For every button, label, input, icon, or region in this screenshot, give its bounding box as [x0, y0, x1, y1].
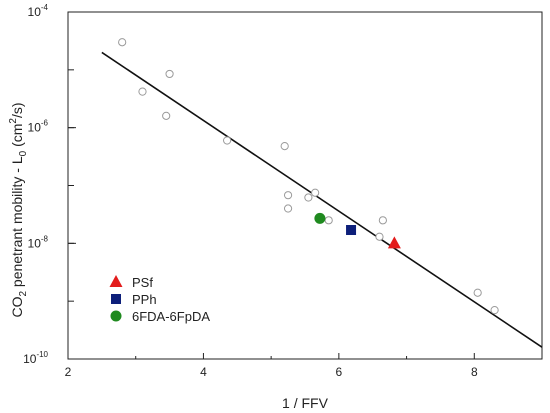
y-title-sub2: 0 — [18, 150, 29, 156]
y-tick-label: 10-10 — [23, 350, 48, 366]
open-data-point — [490, 306, 499, 315]
open-data-point — [304, 193, 313, 202]
point-6fda-6fpda — [314, 212, 326, 224]
y-title-unit-close: /s) — [9, 102, 25, 118]
x-axis-title: 1 / FFV — [282, 395, 329, 411]
x-tick-label: 8 — [471, 365, 478, 379]
open-data-point — [165, 69, 174, 79]
y-tick-exp: -10 — [36, 350, 48, 359]
fit-line-group — [101, 51, 543, 348]
legend-marker — [109, 275, 123, 287]
point-psf — [387, 236, 401, 249]
x-tick-label: 4 — [200, 365, 207, 379]
legend-marker — [111, 294, 121, 304]
open-data-point — [283, 191, 293, 200]
x-tick-label: 2 — [65, 365, 72, 379]
open-data-point — [473, 288, 482, 297]
open-data-point — [375, 232, 384, 241]
open-data-point — [280, 142, 289, 151]
y-title-unit-open: (cm — [9, 124, 25, 151]
legend-label: PSf — [132, 275, 153, 290]
point-pph — [346, 225, 357, 236]
open-data-point — [311, 188, 320, 197]
y-title-prefix: CO — [9, 296, 25, 317]
y-tick-label: 10-4 — [28, 3, 49, 19]
open-data-point — [118, 38, 127, 47]
y-tick-base: 10 — [28, 5, 42, 19]
y-tick-label: 10-8 — [28, 234, 49, 250]
y-tick-base: 10 — [28, 121, 42, 135]
x-tick-label: 6 — [336, 365, 343, 379]
open-data-point — [162, 111, 171, 120]
open-data-point — [324, 216, 333, 225]
y-tick-base: 10 — [23, 352, 37, 366]
y-title-sub: 2 — [18, 291, 29, 297]
y-tick-exp: -6 — [41, 119, 49, 128]
y-tick-exp: -8 — [41, 234, 49, 243]
legend-marker — [110, 310, 122, 322]
y-title-sup: 2 — [8, 118, 19, 124]
open-data-point — [378, 216, 387, 225]
y-tick-label: 10-6 — [28, 119, 49, 135]
legend-label: 6FDA-6FpDA — [132, 309, 210, 324]
open-data-point — [283, 204, 293, 213]
data-points — [118, 38, 499, 315]
legend-label: PPh — [132, 292, 157, 307]
open-data-point — [138, 87, 147, 96]
y-title-mid: penetrant mobility - L — [9, 156, 25, 291]
y-tick-exp: -4 — [41, 3, 49, 12]
legend: PSf PPh 6FDA-6FpDA — [109, 275, 210, 324]
y-tick-base: 10 — [28, 236, 42, 250]
y-axis-title: CO2 penetrant mobility - L0 (cm2/s) — [8, 102, 29, 317]
fit-line — [101, 51, 543, 348]
open-data-point — [223, 136, 232, 145]
